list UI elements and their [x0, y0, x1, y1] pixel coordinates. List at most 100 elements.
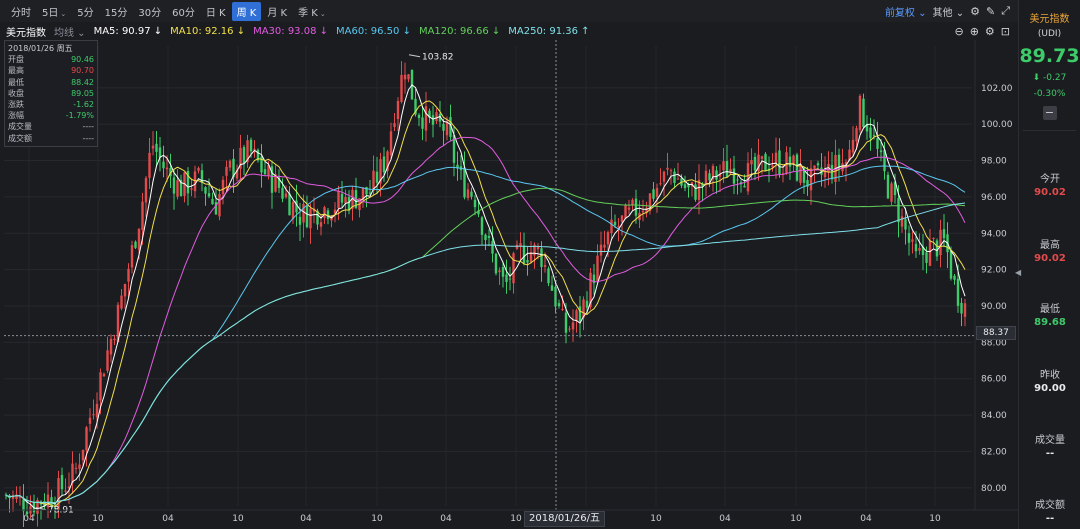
candle-body	[711, 166, 715, 180]
collapse-handle-icon[interactable]: ◀	[1015, 268, 1022, 277]
candle-body	[120, 295, 123, 309]
candle-body	[361, 187, 365, 200]
minimize-button[interactable]: −	[1042, 106, 1057, 120]
period-tab[interactable]: 5日 ⌄	[37, 2, 71, 21]
candle-body	[795, 154, 799, 181]
y-tick-label: 86.00	[981, 375, 1007, 385]
period-tab[interactable]: 季 K ⌄	[293, 2, 331, 21]
candle-body	[578, 306, 582, 322]
indicator-mode-dropdown[interactable]: 均线 ⌄	[54, 27, 86, 39]
candle-body	[81, 449, 85, 461]
candle-body	[634, 198, 638, 216]
candle-body	[417, 114, 421, 119]
zoom-out-icon[interactable]: ⊖	[954, 24, 964, 38]
candle-body	[249, 139, 253, 152]
candle-body	[753, 156, 757, 171]
period-tab-label: 日 K	[205, 7, 226, 19]
candle-body	[494, 253, 498, 274]
candle-body	[291, 202, 295, 219]
candle-body	[715, 170, 718, 180]
candle-body	[316, 210, 319, 225]
y-tick-label: 98.00	[981, 157, 1007, 167]
period-tab[interactable]: 月 K	[262, 2, 292, 21]
y-tick-label: 96.00	[981, 193, 1007, 203]
candle-body	[148, 152, 151, 178]
candle-body	[452, 135, 456, 163]
candle-body	[550, 285, 554, 291]
candle-body	[228, 160, 232, 168]
candle-body	[718, 173, 722, 177]
tooltip-key: 开盘	[8, 55, 24, 65]
period-tab-label: 15分	[104, 7, 128, 19]
candle-body	[925, 252, 928, 263]
candle-body	[25, 511, 29, 515]
other-label: 其他	[932, 7, 953, 19]
candle-body	[746, 163, 750, 192]
candle-body	[344, 197, 347, 204]
candle-body	[71, 463, 74, 484]
candle-body	[445, 121, 449, 136]
other-dropdown[interactable]: 其他 ⌄	[933, 4, 965, 19]
candle-body	[589, 272, 592, 308]
candle-body	[613, 221, 617, 226]
period-tab[interactable]: 分时	[6, 2, 36, 21]
candle-body	[85, 427, 88, 451]
y-tick-label: 102.00	[981, 84, 1013, 94]
fullscreen-icon[interactable]: ⤢	[1001, 4, 1010, 17]
tooltip-value: ----	[82, 122, 94, 132]
candle-body	[886, 174, 890, 199]
period-tab[interactable]: 30分	[133, 2, 166, 21]
adjust-dropdown[interactable]: 前复权 ⌄	[885, 4, 927, 19]
period-tab[interactable]: 5分	[72, 2, 98, 21]
period-tab[interactable]: 周 K	[231, 1, 262, 21]
candle-body	[134, 241, 137, 248]
tooltip-row: 涨跌 -1.62	[8, 99, 94, 110]
maximize-icon[interactable]: ⊡	[1000, 24, 1010, 38]
candle-body	[942, 229, 946, 239]
candle-body	[774, 152, 778, 164]
tooltip-value: 88.42	[71, 77, 94, 87]
candle-body	[914, 243, 918, 252]
settings-icon[interactable]: ⚙	[970, 4, 980, 18]
tooltip-value: ----	[82, 133, 94, 143]
chevron-down-icon: ⌄	[918, 7, 927, 19]
ma-legend-item: MA60: 96.50 ↓	[336, 25, 411, 37]
stat-label: 最高	[1040, 240, 1060, 251]
candle-body	[393, 123, 396, 127]
indicator-mode-label: 均线	[54, 27, 74, 39]
stat-label: 最低	[1040, 304, 1060, 315]
toolbar-right: 前复权 ⌄ 其他 ⌄ ⚙ ✎ ⤢	[885, 0, 1010, 22]
candle-body	[99, 372, 102, 401]
stat-item: 今开 90.02	[1019, 170, 1080, 198]
candle-body	[22, 499, 25, 512]
candle-body	[116, 304, 120, 342]
x-tick-label: 10	[371, 514, 383, 524]
candle-body	[900, 216, 904, 227]
kline-chart[interactable]: 80.00 82.00 84.00 86.00 88.00 90.00 92.00 94.00…	[0, 40, 1018, 529]
candle-body	[438, 113, 442, 122]
zoom-in-icon[interactable]: ⊕	[969, 24, 979, 38]
candle-body	[701, 183, 704, 187]
x-tick-label: 04	[440, 514, 452, 524]
candle-body	[372, 170, 375, 191]
candle-body	[256, 149, 260, 161]
gear-icon[interactable]: ⚙	[984, 24, 995, 38]
period-tab-label: 分时	[11, 7, 31, 19]
candle-body	[270, 166, 274, 193]
tooltip-value: 90.46	[71, 55, 94, 65]
period-tab[interactable]: 15分	[100, 2, 133, 21]
candle-body	[221, 179, 225, 195]
draw-icon[interactable]: ✎	[985, 4, 996, 18]
kline-svg[interactable]: 80.00 82.00 84.00 86.00 88.00 90.00 92.00 94.00…	[0, 40, 1018, 529]
candle-body	[697, 179, 701, 200]
period-tab[interactable]: 60分	[167, 2, 200, 21]
low-annotation-line	[35, 507, 47, 511]
period-tab[interactable]: 日 K	[201, 2, 231, 21]
ma-line-ma30	[5, 136, 966, 504]
ma-legend-item: MA250: 91.36 ↑	[508, 25, 590, 37]
candle-body	[918, 248, 921, 251]
candle-body	[340, 193, 344, 203]
candle-body	[484, 234, 487, 241]
